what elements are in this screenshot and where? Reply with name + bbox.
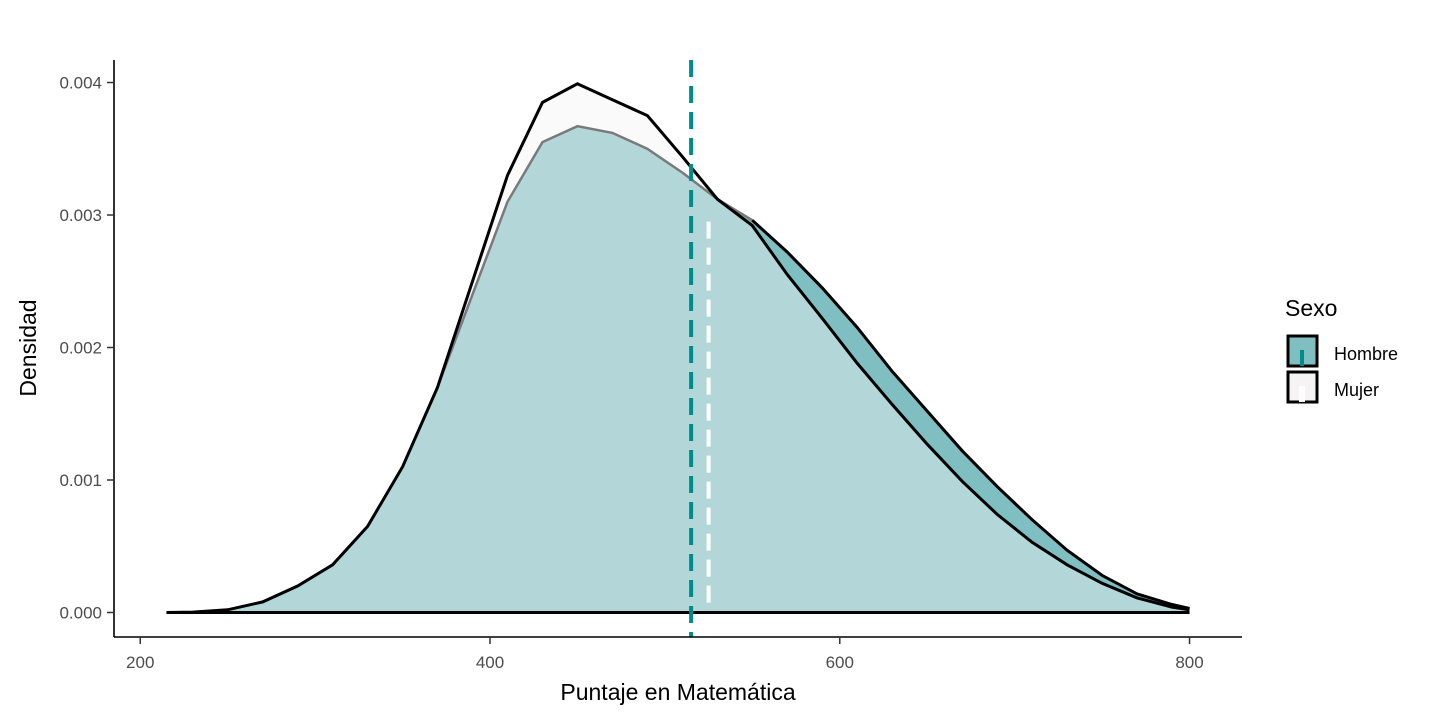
legend-title: Sexo: [1285, 295, 1337, 321]
y-axis: 0.000 0.001 0.002 0.003 0.004: [59, 60, 115, 637]
mujer-density-outline: [166, 82, 1190, 614]
x-tick-label: 600: [826, 653, 854, 672]
y-tick-label: 0.004: [59, 74, 102, 93]
x-tick-label: 200: [126, 653, 154, 672]
y-tick-label: 0.003: [59, 206, 102, 225]
y-axis-title: Densidad: [15, 299, 41, 396]
hombre-density-area: [166, 126, 1190, 613]
y-tick-label: 0.002: [59, 339, 102, 358]
hombre-density-outline: [751, 219, 1190, 610]
mujer-density-area: [166, 83, 1190, 613]
x-axis-title: Puntaje en Matemática: [560, 679, 795, 705]
plot-area: [166, 60, 1190, 637]
legend-label-mujer: Mujer: [1334, 380, 1379, 400]
y-tick-label: 0.000: [59, 603, 102, 622]
x-axis: 200 400 600 800: [114, 636, 1242, 672]
legend: Sexo Hombre Mujer: [1285, 295, 1398, 404]
x-tick-label: 400: [476, 653, 504, 672]
legend-entry-hombre: Hombre: [1286, 334, 1398, 368]
legend-label-hombre: Hombre: [1334, 344, 1398, 364]
y-tick-label: 0.001: [59, 471, 102, 490]
legend-entry-mujer: Mujer: [1286, 370, 1379, 404]
x-tick-label: 800: [1175, 653, 1203, 672]
